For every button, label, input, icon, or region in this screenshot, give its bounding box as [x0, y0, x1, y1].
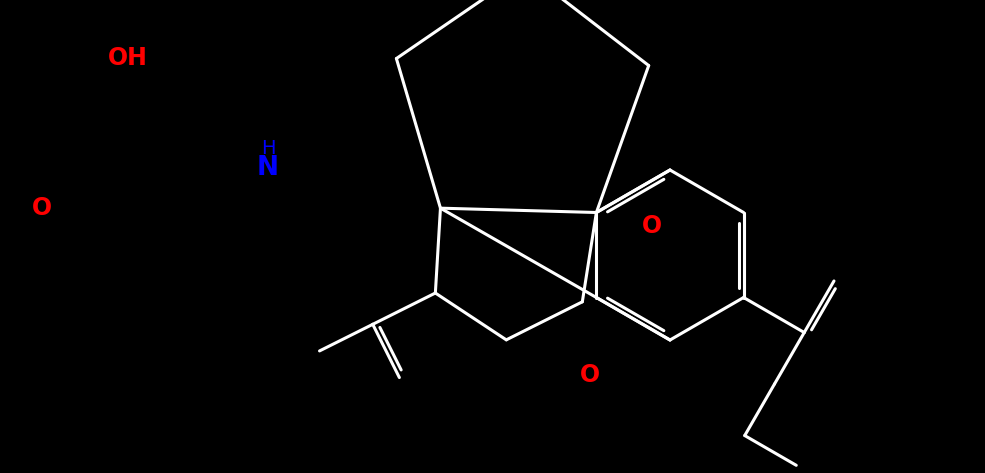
- Text: N: N: [257, 155, 279, 181]
- Text: H: H: [261, 139, 275, 158]
- Text: O: O: [32, 196, 52, 220]
- Text: OH: OH: [108, 46, 148, 70]
- Text: O: O: [580, 363, 600, 387]
- Text: O: O: [642, 214, 662, 238]
